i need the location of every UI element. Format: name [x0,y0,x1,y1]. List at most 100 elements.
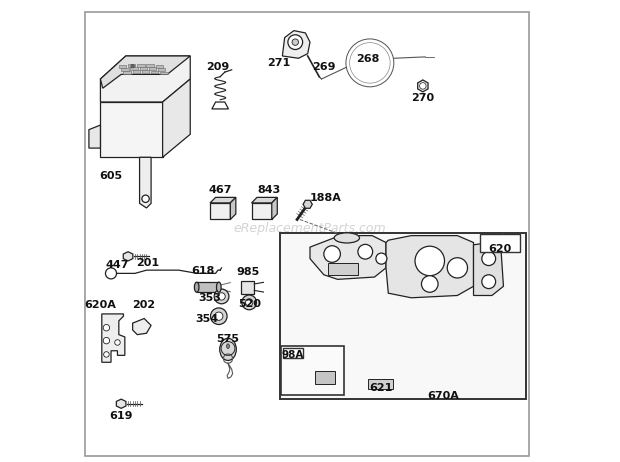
Polygon shape [100,56,190,102]
Polygon shape [133,318,151,334]
Circle shape [214,289,229,304]
Text: 447: 447 [106,260,129,269]
Circle shape [447,258,467,278]
Polygon shape [121,68,128,71]
Text: 201: 201 [136,258,159,268]
Text: 98A: 98A [281,350,304,360]
Circle shape [292,39,298,45]
Ellipse shape [195,282,199,292]
Polygon shape [210,203,230,219]
Polygon shape [230,197,236,219]
Text: 354: 354 [196,314,219,324]
Text: 269: 269 [312,62,336,73]
Ellipse shape [219,338,236,360]
Circle shape [103,324,110,331]
Circle shape [482,252,495,266]
Bar [329,263,358,275]
Circle shape [218,293,225,300]
Text: 209: 209 [206,62,229,72]
Bar [241,281,254,294]
Polygon shape [474,243,503,296]
Polygon shape [100,56,190,88]
Polygon shape [272,197,277,219]
Text: 268: 268 [356,54,379,64]
Bar [480,234,520,252]
Polygon shape [140,157,151,208]
Text: 843: 843 [257,185,280,195]
Text: 621: 621 [370,383,393,393]
Polygon shape [130,67,138,70]
Text: 467: 467 [208,185,232,195]
Bar [283,347,303,358]
Polygon shape [303,201,312,208]
Text: 670A: 670A [428,390,459,401]
Polygon shape [89,125,100,148]
Ellipse shape [334,233,360,243]
Bar [197,282,219,292]
Polygon shape [210,197,236,203]
Polygon shape [149,67,156,70]
Circle shape [246,299,253,306]
Bar [280,233,526,399]
Polygon shape [386,236,474,298]
Polygon shape [102,314,125,362]
Polygon shape [117,399,126,408]
Text: 620A: 620A [84,300,117,310]
Polygon shape [146,64,154,67]
Text: 619: 619 [109,411,133,420]
Text: 575: 575 [216,334,239,344]
Ellipse shape [227,344,229,348]
Polygon shape [123,71,131,74]
Text: 985: 985 [236,267,259,277]
Polygon shape [151,71,159,73]
Circle shape [242,295,257,310]
Circle shape [422,276,438,292]
Circle shape [103,337,110,344]
Polygon shape [418,80,428,92]
Text: 270: 270 [411,93,435,103]
Text: 618: 618 [192,266,215,276]
Polygon shape [128,64,135,67]
Polygon shape [133,70,140,73]
Polygon shape [123,252,133,261]
Text: 520: 520 [237,299,260,309]
Circle shape [420,83,426,89]
Ellipse shape [216,282,221,292]
Polygon shape [140,67,147,70]
Polygon shape [100,102,162,157]
Bar [368,379,393,389]
Circle shape [358,244,373,259]
Circle shape [376,253,387,264]
Text: 188A: 188A [310,193,342,203]
Circle shape [115,340,120,345]
Bar [281,346,343,395]
Text: 620: 620 [489,243,512,254]
Circle shape [288,35,303,49]
Polygon shape [156,65,163,68]
Text: 271: 271 [267,58,290,68]
Text: 605: 605 [99,171,123,181]
Text: 202: 202 [133,300,156,310]
Text: eReplacementParts.com: eReplacementParts.com [234,222,386,235]
Circle shape [482,275,495,289]
Circle shape [324,246,340,262]
Circle shape [104,352,109,357]
Polygon shape [252,203,272,219]
Bar [314,371,335,384]
Polygon shape [158,68,166,71]
Polygon shape [137,64,144,67]
Circle shape [142,195,149,202]
Polygon shape [282,30,310,58]
Polygon shape [161,72,167,74]
Polygon shape [142,70,149,73]
Circle shape [131,64,135,68]
Circle shape [415,246,445,276]
Polygon shape [162,79,190,157]
Polygon shape [119,65,126,68]
Polygon shape [283,371,293,381]
Polygon shape [310,236,386,280]
Circle shape [211,308,227,324]
Text: 353: 353 [198,293,221,303]
Polygon shape [252,197,277,203]
Circle shape [215,312,223,320]
